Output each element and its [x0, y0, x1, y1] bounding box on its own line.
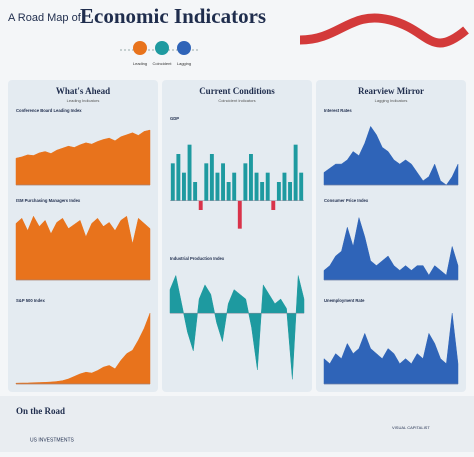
- bar: [265, 172, 270, 201]
- bar: [260, 182, 265, 201]
- bar: [232, 172, 237, 201]
- panel-title: What's Ahead: [56, 86, 110, 96]
- bar: [243, 163, 248, 201]
- pre-title: A Road Map of: [8, 12, 82, 24]
- chart-title: GDP: [170, 116, 179, 121]
- chart-title: Interest Rates: [324, 108, 352, 113]
- bar: [271, 200, 276, 210]
- area: [323, 217, 459, 281]
- bar: [221, 163, 225, 201]
- title: Economic Indicators: [80, 4, 266, 28]
- area: [323, 125, 459, 186]
- bar: [288, 182, 292, 201]
- road: [299, 13, 469, 48]
- bar: [226, 182, 231, 201]
- bar: [299, 172, 304, 201]
- chart-title: Industrial Production Index: [170, 256, 225, 261]
- bar: [182, 172, 186, 201]
- area: [169, 274, 305, 380]
- bar: [198, 200, 203, 210]
- panel-subtitle: Leading Indicators: [67, 98, 100, 103]
- stop-icon: [133, 41, 147, 55]
- bar: [276, 182, 281, 201]
- stop-label: Leading: [133, 61, 147, 66]
- footer: [0, 396, 474, 452]
- area: [15, 215, 151, 281]
- panel-subtitle: Lagging Indicators: [375, 98, 408, 103]
- bar: [293, 144, 298, 201]
- panel-subtitle: Coincident Indicators: [218, 98, 255, 103]
- bar: [176, 154, 181, 201]
- panel-title: Rearview Mirror: [358, 86, 424, 96]
- chart-title: Consumer Price Index: [324, 198, 369, 203]
- chart-title: S&P 500 Index: [16, 298, 45, 303]
- bar: [170, 163, 175, 201]
- panel-title: Current Conditions: [199, 86, 275, 96]
- stop-label: Coincident: [153, 61, 173, 66]
- bar: [193, 182, 198, 201]
- area: [15, 312, 151, 385]
- panel: [162, 80, 312, 392]
- bar: [254, 172, 259, 201]
- stop-label: Lagging: [177, 61, 191, 66]
- bar: [187, 144, 192, 201]
- bar: [204, 163, 209, 201]
- stop-icon: [177, 41, 191, 55]
- chart-title: ISM Purchasing Managers Index: [16, 198, 81, 203]
- chart-title: Unemployment Rate: [324, 298, 365, 303]
- panel: [316, 80, 466, 392]
- chart-title: Conference Board Leading Index: [16, 108, 82, 113]
- bar: [215, 172, 220, 201]
- bar: [282, 172, 287, 201]
- brand: US INVESTMENTS: [30, 437, 75, 443]
- footer-title: On the Road: [16, 406, 65, 416]
- stop-icon: [155, 41, 169, 55]
- bar: [209, 154, 214, 201]
- area: [15, 129, 151, 186]
- area: [323, 313, 459, 385]
- bar: [249, 154, 253, 201]
- brand: VISUAL CAPITALIST: [392, 425, 430, 430]
- bar: [237, 200, 242, 229]
